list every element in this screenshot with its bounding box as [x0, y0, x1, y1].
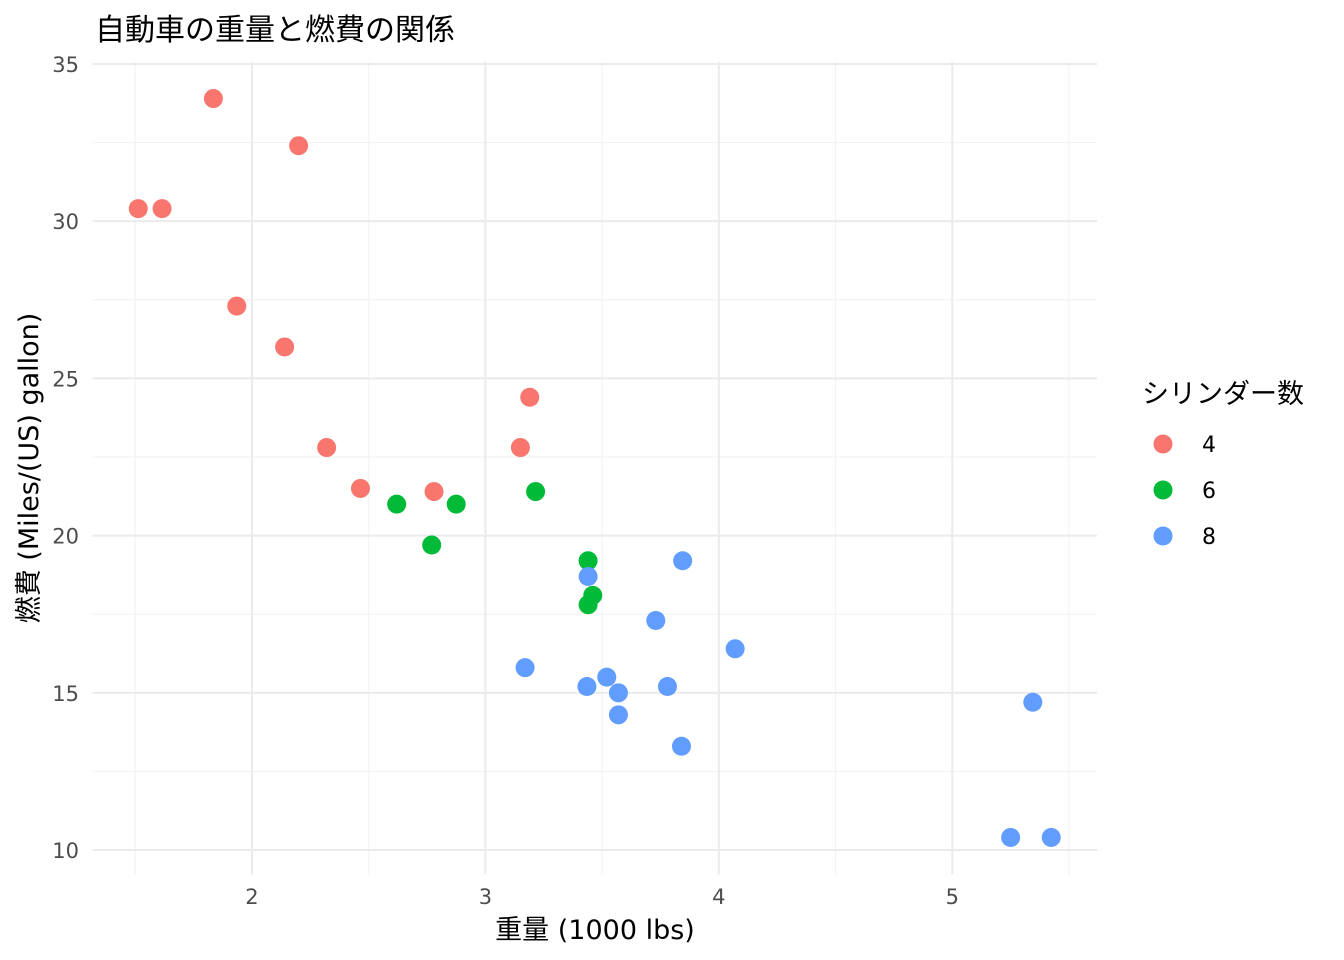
points	[128, 89, 1061, 847]
point-cyl-4	[510, 438, 530, 458]
x-tick-label: 3	[479, 885, 492, 909]
point-cyl-8	[673, 551, 693, 571]
legend-title: シリンダー数	[1142, 379, 1304, 410]
legend-key-8	[1153, 526, 1173, 546]
x-tick-label: 5	[946, 885, 959, 909]
y-tick-label: 10	[52, 839, 79, 863]
grid	[92, 61, 1097, 875]
point-cyl-4	[317, 438, 337, 458]
point-cyl-8	[1041, 827, 1061, 847]
point-cyl-8	[646, 610, 666, 630]
legend-label-4: 4	[1202, 433, 1216, 458]
point-cyl-4	[424, 482, 444, 502]
point-cyl-6	[578, 595, 598, 615]
point-cyl-6	[526, 482, 546, 502]
point-cyl-8	[608, 683, 628, 703]
point-cyl-8	[608, 705, 628, 725]
point-cyl-4	[203, 89, 223, 109]
point-cyl-4	[520, 387, 540, 407]
legend-key-4	[1153, 434, 1173, 454]
y-tick-label: 15	[52, 682, 79, 706]
y-tick-label: 25	[52, 367, 79, 391]
x-axis-label: 重量 (1000 lbs)	[495, 915, 695, 946]
point-cyl-8	[577, 677, 597, 697]
y-tick-label: 30	[52, 210, 79, 234]
y-axis-label: 燃費 (Miles/(US) gallon)	[14, 313, 45, 624]
x-tick-label: 2	[245, 885, 258, 909]
point-cyl-8	[657, 677, 677, 697]
point-cyl-8	[578, 566, 598, 586]
y-tick-label: 20	[52, 525, 79, 549]
point-cyl-6	[422, 535, 442, 555]
point-cyl-8	[1001, 827, 1021, 847]
point-cyl-8	[671, 736, 691, 756]
point-cyl-4	[275, 337, 295, 357]
point-cyl-6	[446, 494, 466, 514]
point-cyl-4	[152, 199, 172, 219]
point-cyl-8	[597, 667, 617, 687]
point-cyl-4	[227, 296, 247, 316]
tick-labels: 2 3 4 5 10 15 20 25 30 35	[52, 53, 959, 909]
point-cyl-8	[515, 658, 535, 678]
legend: シリンダー数 4 6 8	[1142, 379, 1304, 550]
point-cyl-6	[578, 551, 598, 571]
point-cyl-4	[128, 199, 148, 219]
chart-title: 自動車の重量と燃費の関係	[95, 13, 455, 48]
point-cyl-6	[387, 494, 407, 514]
legend-key-6	[1153, 480, 1173, 500]
point-cyl-4	[350, 478, 370, 498]
y-tick-label: 35	[52, 53, 79, 77]
point-cyl-8	[725, 639, 745, 659]
x-tick-label: 4	[712, 885, 725, 909]
point-cyl-8	[1023, 692, 1043, 712]
point-cyl-4	[289, 136, 309, 156]
legend-label-8: 8	[1202, 525, 1216, 550]
legend-label-6: 6	[1202, 479, 1216, 504]
